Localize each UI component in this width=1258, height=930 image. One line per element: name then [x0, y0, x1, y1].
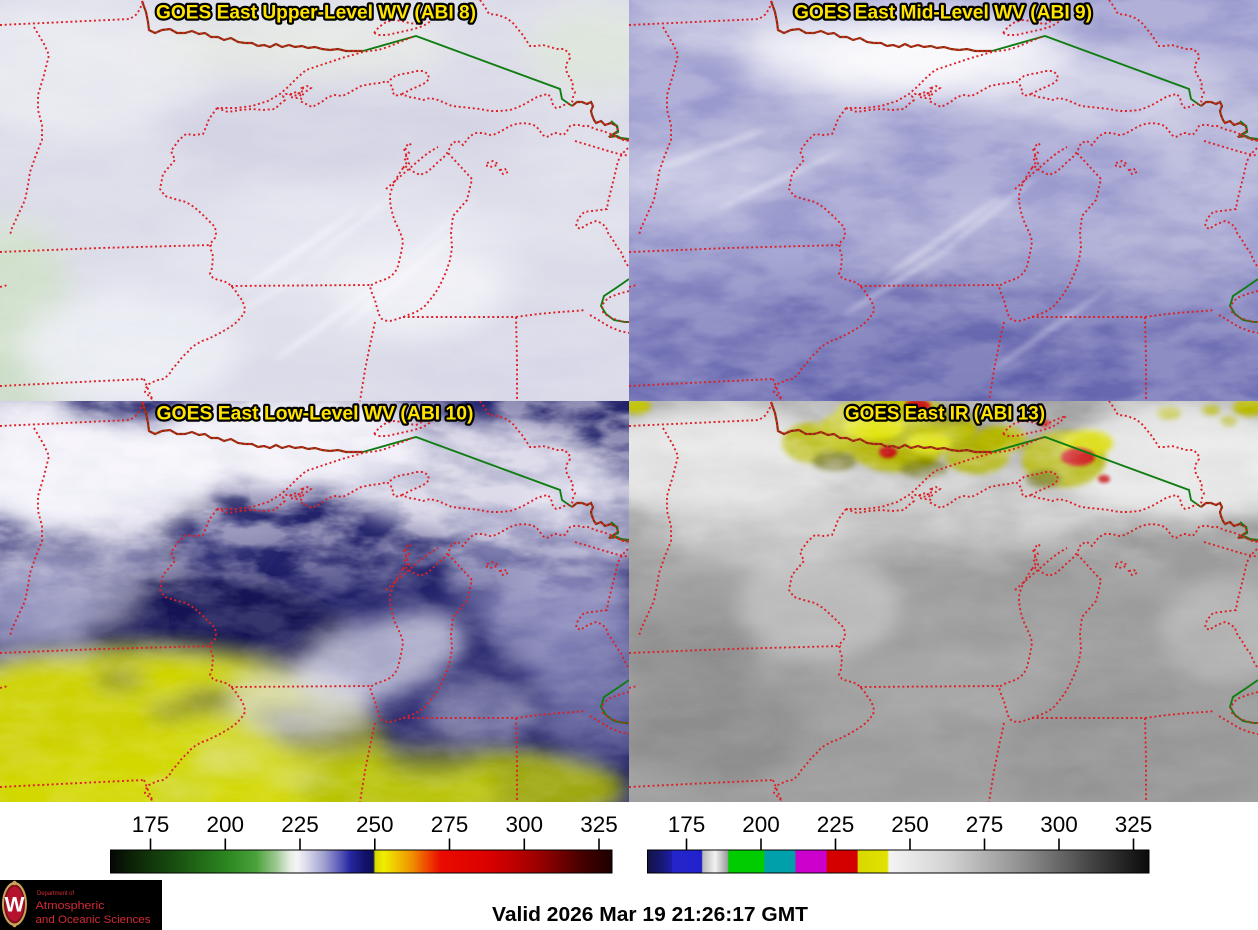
svg-text:225: 225: [281, 812, 319, 837]
svg-text:300: 300: [1040, 812, 1078, 837]
svg-text:Valid 2026 Mar 19 21:26:17 GMT: Valid 2026 Mar 19 21:26:17 GMT: [492, 904, 808, 926]
svg-text:GOES East Low-Level WV (ABI 10: GOES East Low-Level WV (ABI 10): [157, 404, 474, 425]
svg-text:250: 250: [891, 812, 929, 837]
svg-text:Atmospheric: Atmospheric: [36, 900, 106, 912]
svg-text:300: 300: [506, 812, 544, 837]
svg-text:GOES East Upper-Level WV (ABI: GOES East Upper-Level WV (ABI 8): [156, 3, 476, 24]
svg-text:175: 175: [132, 812, 170, 837]
svg-text:200: 200: [207, 812, 245, 837]
svg-text:225: 225: [817, 812, 855, 837]
svg-text:175: 175: [668, 812, 706, 837]
svg-text:W: W: [5, 894, 25, 917]
svg-text:325: 325: [580, 812, 618, 837]
svg-text:325: 325: [1115, 812, 1153, 837]
svg-text:250: 250: [356, 812, 394, 837]
svg-text:200: 200: [742, 812, 780, 837]
svg-text:275: 275: [431, 812, 469, 837]
svg-text:GOES East Mid-Level WV (ABI 9): GOES East Mid-Level WV (ABI 9): [794, 3, 1092, 24]
svg-text:GOES East IR (ABI 13): GOES East IR (ABI 13): [845, 404, 1045, 425]
svg-text:275: 275: [966, 812, 1004, 837]
svg-text:Department of: Department of: [37, 891, 74, 897]
svg-text:and Oceanic Sciences: and Oceanic Sciences: [36, 914, 152, 926]
